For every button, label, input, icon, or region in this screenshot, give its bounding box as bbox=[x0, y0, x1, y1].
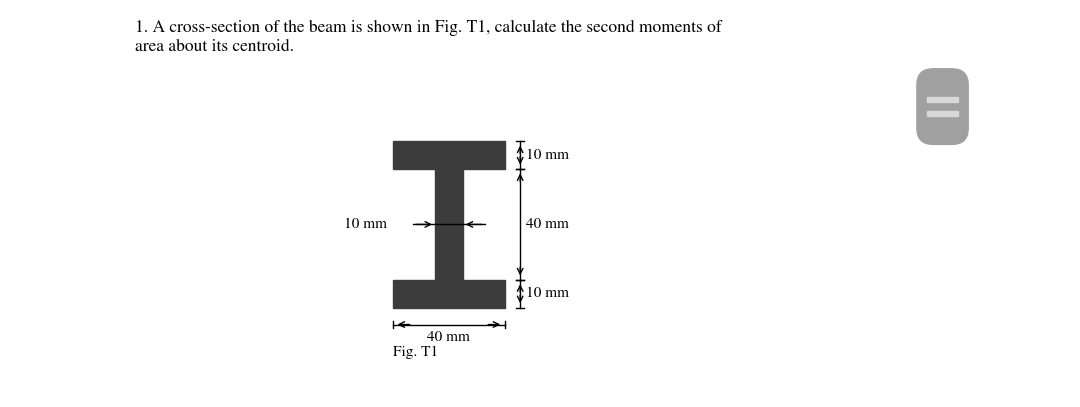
Text: 40 mm: 40 mm bbox=[428, 330, 470, 344]
Bar bbox=[927, 97, 958, 102]
Text: 1. A cross-section of the beam is shown in Fig. T1, calculate the second moments: 1. A cross-section of the beam is shown … bbox=[135, 20, 721, 55]
Text: 10 mm: 10 mm bbox=[526, 287, 569, 300]
Text: 10 mm: 10 mm bbox=[343, 218, 387, 231]
Bar bbox=[393, 280, 504, 308]
Bar bbox=[393, 141, 504, 169]
Bar bbox=[927, 111, 958, 116]
FancyBboxPatch shape bbox=[916, 68, 969, 145]
Text: 10 mm: 10 mm bbox=[526, 149, 569, 162]
Text: 40 mm: 40 mm bbox=[526, 218, 569, 231]
Text: Fig. T1: Fig. T1 bbox=[393, 346, 438, 359]
Bar bbox=[435, 169, 463, 280]
